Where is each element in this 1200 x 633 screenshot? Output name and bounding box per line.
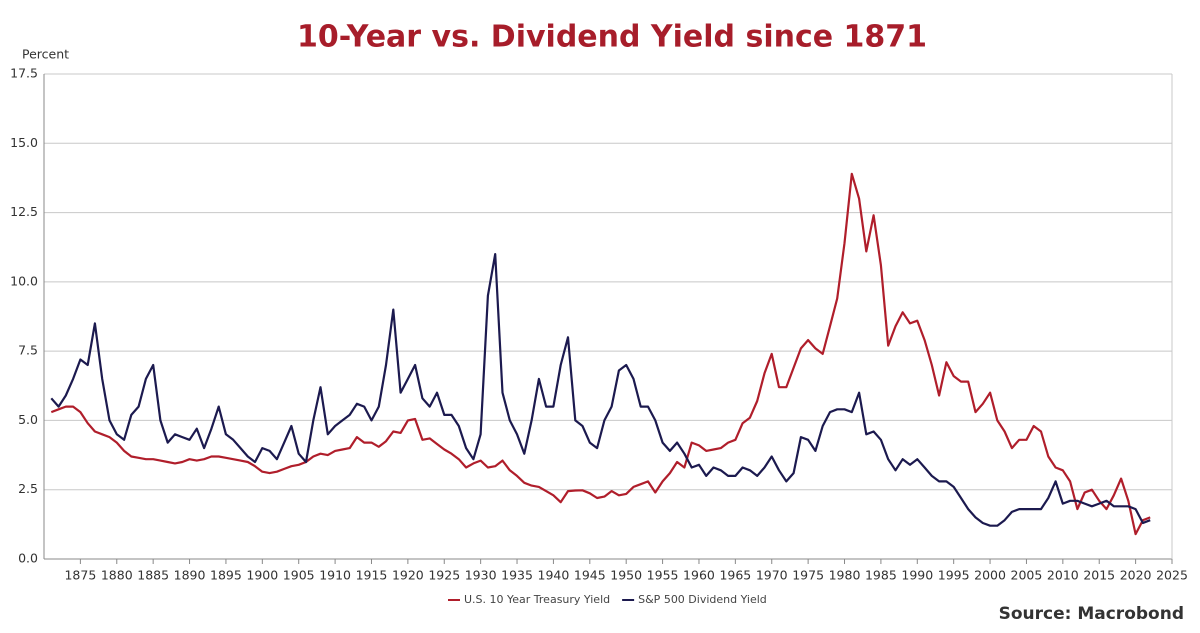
y-tick-label: 10.0	[10, 273, 38, 288]
y-tick-label: 12.5	[10, 204, 38, 219]
x-tick-label: 1905	[283, 568, 315, 583]
x-tick-label: 2015	[1083, 568, 1115, 583]
x-tick-label: 1895	[210, 568, 242, 583]
legend-label: S&P 500 Dividend Yield	[638, 593, 767, 606]
y-tick-label: 15.0	[10, 135, 38, 150]
x-tick-label: 1965	[719, 568, 751, 583]
x-tick-label: 1885	[137, 568, 169, 583]
x-tick-label: 1955	[647, 568, 679, 583]
y-axis-label: Percent	[22, 47, 69, 62]
x-tick-label: 1910	[319, 568, 351, 583]
x-tick-label: 1975	[792, 568, 824, 583]
y-tick-label: 5.0	[18, 412, 38, 427]
y-tick-label: 0.0	[18, 551, 38, 566]
x-tick-label: 1980	[829, 568, 861, 583]
x-tick-label: 1985	[865, 568, 897, 583]
x-tick-label: 1925	[428, 568, 460, 583]
x-tick-label: 1960	[683, 568, 715, 583]
x-tick-label: 1940	[538, 568, 570, 583]
x-tick-label: 1915	[356, 568, 388, 583]
series-line	[50, 172, 1151, 536]
x-tick-label: 1875	[64, 568, 96, 583]
x-tick-label: 2000	[974, 568, 1006, 583]
x-tick-label: 2005	[1011, 568, 1043, 583]
legend-label: U.S. 10 Year Treasury Yield	[464, 593, 610, 606]
x-tick-label: 1930	[465, 568, 497, 583]
x-tick-label: 1995	[938, 568, 970, 583]
x-tick-label: 1970	[756, 568, 788, 583]
y-tick-label: 7.5	[18, 343, 38, 358]
x-tick-label: 1935	[501, 568, 533, 583]
x-tick-label: 2010	[1047, 568, 1079, 583]
x-tick-label: 1945	[574, 568, 606, 583]
x-tick-label: 2020	[1120, 568, 1152, 583]
source: Source: Macrobond	[999, 604, 1184, 624]
series-line	[50, 253, 1151, 527]
x-tick-label: 1890	[174, 568, 206, 583]
chart-title: 10-Year vs. Dividend Yield since 1871	[297, 20, 927, 55]
y-tick-label: 17.5	[10, 66, 38, 81]
x-tick-label: 1880	[101, 568, 133, 583]
x-tick-label: 1950	[610, 568, 642, 583]
x-tick-label: 1900	[246, 568, 278, 583]
x-tick-label: 1990	[901, 568, 933, 583]
x-tick-label: 1920	[392, 568, 424, 583]
x-tick-label: 2025	[1156, 568, 1188, 583]
y-tick-label: 2.5	[18, 481, 38, 496]
